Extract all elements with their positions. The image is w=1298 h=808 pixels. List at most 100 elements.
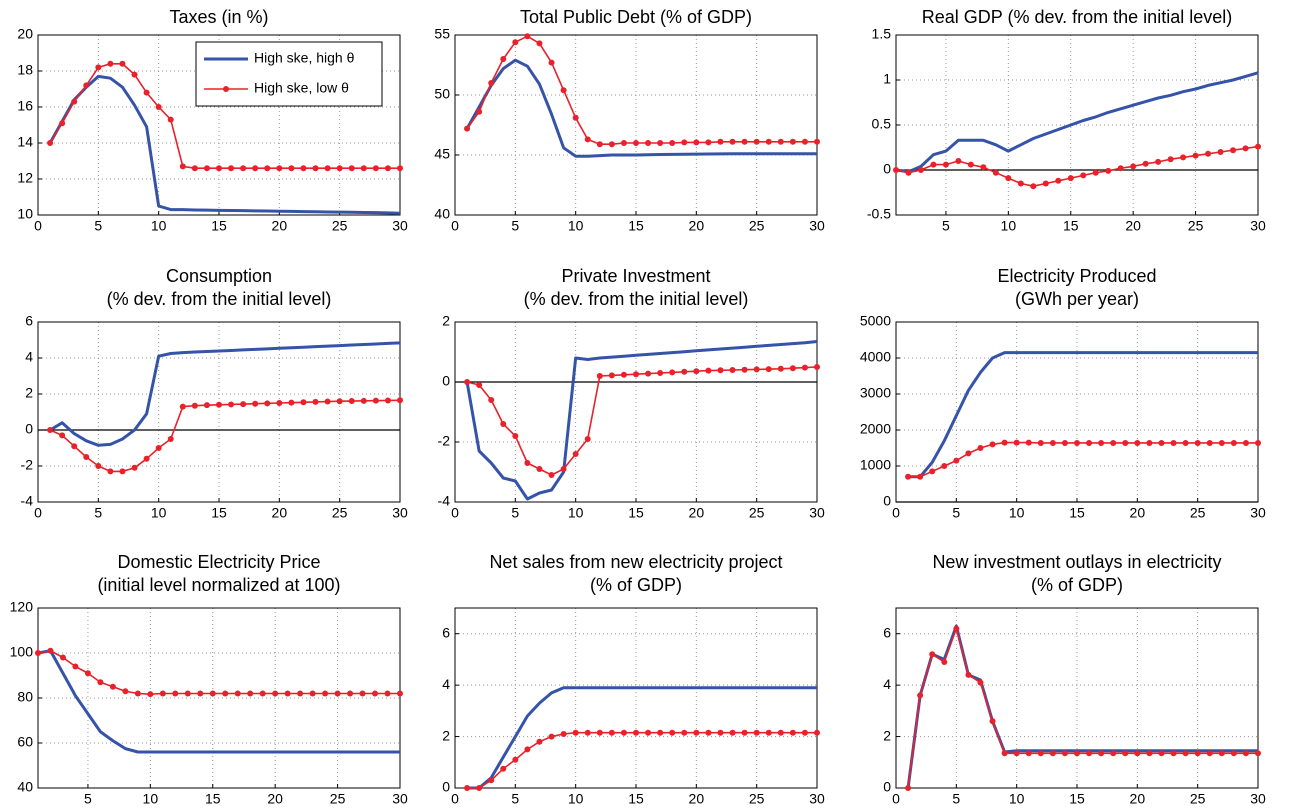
- series-marker: [264, 400, 271, 407]
- series-marker: [1025, 439, 1032, 446]
- series-marker: [143, 89, 150, 96]
- series-marker: [1205, 150, 1212, 157]
- series-marker: [95, 64, 102, 71]
- series-marker: [893, 167, 899, 173]
- series-marker: [548, 733, 555, 740]
- legend-box: [195, 41, 383, 107]
- series-marker: [1013, 439, 1020, 446]
- series-marker: [347, 690, 354, 697]
- x-tick-label: 10: [151, 505, 167, 521]
- series-marker: [288, 165, 295, 172]
- series-marker: [336, 165, 343, 172]
- series-marker: [372, 165, 379, 172]
- x-tick-label: 0: [34, 218, 42, 234]
- y-tick-label: 2: [25, 385, 33, 401]
- x-tick-label: 20: [689, 791, 705, 807]
- series-marker: [476, 785, 483, 791]
- series-marker: [1194, 750, 1201, 757]
- series-marker: [1130, 163, 1137, 170]
- series-marker: [240, 165, 247, 172]
- series-marker: [548, 59, 555, 66]
- series-marker: [1122, 750, 1129, 757]
- panel: Domestic Electricity Price (initial level…: [10, 552, 408, 807]
- series-marker: [1158, 750, 1165, 757]
- series-marker: [336, 398, 343, 405]
- x-tick-label: 0: [892, 791, 900, 807]
- series-marker: [276, 400, 283, 406]
- series-marker: [814, 364, 820, 370]
- x-tick-label: 5: [942, 218, 950, 234]
- series-marker: [608, 141, 615, 148]
- series-marker: [71, 443, 78, 450]
- series-marker: [965, 450, 972, 457]
- series-marker: [1255, 750, 1261, 757]
- series-marker: [1230, 147, 1237, 154]
- y-tick-label: 80: [17, 689, 33, 705]
- y-tick-label: 0: [442, 779, 450, 795]
- series-marker: [681, 368, 688, 375]
- y-tick-label: 100: [10, 644, 34, 660]
- series-marker: [753, 729, 760, 736]
- y-tick-label: 4: [25, 349, 33, 365]
- series-marker: [657, 729, 664, 736]
- series-marker: [191, 402, 198, 409]
- panel: Net sales from new electricity project (%…: [442, 552, 825, 807]
- series-marker: [1061, 439, 1068, 446]
- series-line: [49, 399, 401, 473]
- x-tick-label: 25: [1190, 505, 1206, 521]
- y-tick-label: 120: [10, 599, 34, 615]
- y-tick-label: 4: [442, 676, 450, 692]
- series-marker: [397, 165, 403, 172]
- series-marker: [989, 441, 996, 448]
- series-marker: [980, 164, 987, 171]
- series-marker: [930, 161, 937, 168]
- x-tick-label: 25: [332, 218, 348, 234]
- y-tick-label: 18: [17, 62, 33, 78]
- series-marker: [905, 169, 912, 176]
- x-tick-label: 5: [511, 505, 519, 521]
- series-line: [49, 341, 401, 447]
- series-marker: [324, 165, 331, 172]
- x-tick-label: 30: [809, 505, 825, 521]
- x-tick-label: 5: [94, 505, 102, 521]
- series-marker: [633, 140, 639, 146]
- series-marker: [942, 161, 949, 168]
- series-marker: [197, 690, 204, 697]
- series-line: [908, 351, 1258, 479]
- series-marker: [83, 454, 90, 460]
- series-marker: [977, 445, 984, 451]
- series-marker: [905, 785, 912, 791]
- series-marker: [814, 138, 820, 145]
- series-marker: [167, 116, 174, 123]
- series-marker: [669, 140, 676, 146]
- y-tick-label: 16: [17, 98, 33, 114]
- x-tick-label: 0: [451, 218, 459, 234]
- series-marker: [1110, 439, 1117, 446]
- series-marker: [789, 729, 796, 736]
- series-marker: [1074, 750, 1080, 757]
- series-line: [37, 649, 400, 754]
- x-tick-label: 25: [749, 505, 765, 521]
- series-marker: [524, 460, 531, 466]
- x-tick-label: 5: [84, 791, 92, 807]
- x-tick-label: 25: [1190, 791, 1206, 807]
- series-marker: [1230, 439, 1237, 446]
- chart-subtitle: (GWh per year): [1015, 289, 1139, 309]
- chart-title: Domestic Electricity Price: [117, 552, 320, 572]
- panel: Private Investment (% dev. from the initi…: [438, 266, 825, 521]
- series-marker: [216, 401, 222, 408]
- series-marker: [97, 679, 104, 686]
- x-tick-label: 25: [332, 505, 348, 521]
- series-marker: [1013, 750, 1020, 757]
- series-marker: [203, 402, 210, 409]
- series-marker: [1117, 165, 1124, 172]
- y-tick-label: -0.5: [867, 206, 891, 222]
- series-marker: [753, 366, 760, 373]
- series-marker: [397, 690, 403, 697]
- series-marker: [179, 163, 186, 170]
- series-marker: [705, 367, 712, 374]
- series-line: [48, 74, 401, 215]
- series-marker: [741, 366, 748, 373]
- series-marker: [297, 690, 304, 697]
- series-marker: [1218, 750, 1225, 757]
